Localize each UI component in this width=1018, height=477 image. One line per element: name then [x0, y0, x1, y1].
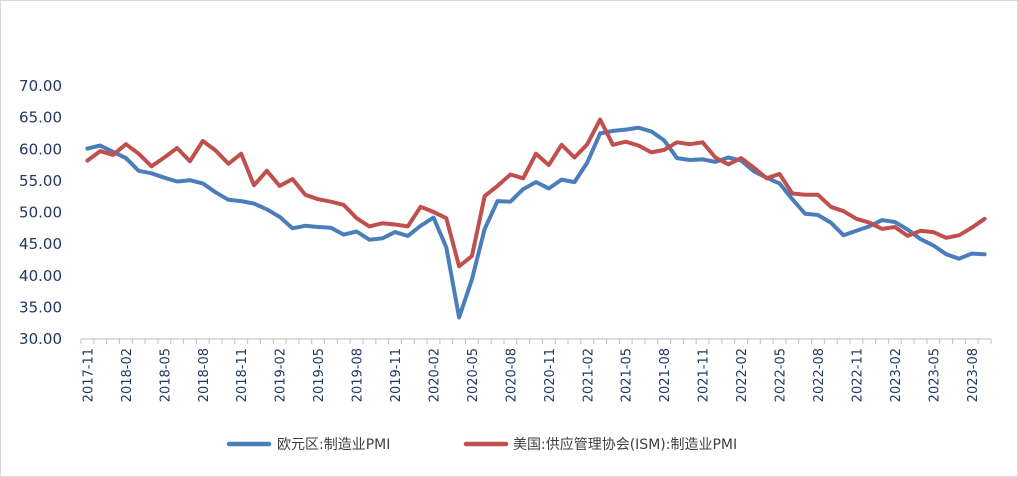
- x-tick-label: 2022-11: [850, 348, 865, 402]
- legend-label-eurozone: 欧元区:制造业PMI: [277, 437, 390, 453]
- legend: 欧元区:制造业PMI 美国:供应管理协会(ISM):制造业PMI: [226, 436, 737, 453]
- y-axis-ticks: 30.00 35.00 40.00 45.00 50.00 55.00 60.00 65.00…: [19, 77, 62, 348]
- x-tick-label: 2018-05: [158, 348, 173, 402]
- legend-label-us-ism: 美国:供应管理协会(ISM):制造业PMI: [513, 436, 737, 453]
- x-tick-label: 2018-02: [120, 348, 135, 402]
- x-axis-ticks: 2017-11 2018-02 2018-05 2018-08 2018-11 2019-…: [80, 339, 992, 402]
- x-tick-label: 2023-02: [889, 348, 904, 402]
- x-tick-label: 2021-05: [620, 348, 635, 402]
- x-tick-label: 2020-11: [543, 348, 558, 402]
- x-tick-label: 2018-08: [197, 348, 212, 402]
- x-tick-label: 2021-08: [658, 348, 673, 402]
- series-line-us-ism-pmi: [85, 117, 987, 269]
- y-tick-label: 70.00: [19, 77, 62, 95]
- x-tick-label: 2021-11: [697, 348, 712, 402]
- y-tick-label: 30.00: [19, 330, 62, 348]
- y-tick-label: 50.00: [19, 204, 62, 222]
- x-tick-label: 2019-05: [312, 348, 327, 402]
- x-tick-label: 2020-05: [466, 348, 481, 402]
- x-tick-label: 2022-05: [774, 348, 789, 402]
- y-tick-label: 45.00: [19, 235, 62, 253]
- x-tick-label: 2023-05: [927, 348, 942, 402]
- x-tick-label: 2018-11: [235, 348, 250, 402]
- x-tick-label: 2020-08: [504, 348, 519, 402]
- x-tick-label: 2019-02: [274, 348, 289, 402]
- x-tick-label: 2022-02: [735, 348, 750, 402]
- y-tick-label: 60.00: [19, 140, 62, 158]
- y-tick-label: 55.00: [19, 172, 62, 190]
- y-tick-label: 40.00: [19, 267, 62, 285]
- y-tick-label: 35.00: [19, 298, 62, 316]
- x-tick-label: 2019-08: [351, 348, 366, 402]
- x-tick-label: 2023-08: [966, 348, 981, 402]
- x-tick-label: 2019-11: [389, 348, 404, 402]
- x-tick-label: 2020-02: [427, 348, 442, 402]
- x-tick-label: 2017-11: [81, 348, 96, 402]
- series-lines: [85, 117, 987, 320]
- y-tick-label: 65.00: [19, 109, 62, 127]
- series-line-eurozone-pmi: [85, 125, 987, 320]
- x-tick-label: 2021-02: [581, 348, 596, 402]
- x-tick-label: 2022-08: [812, 348, 827, 402]
